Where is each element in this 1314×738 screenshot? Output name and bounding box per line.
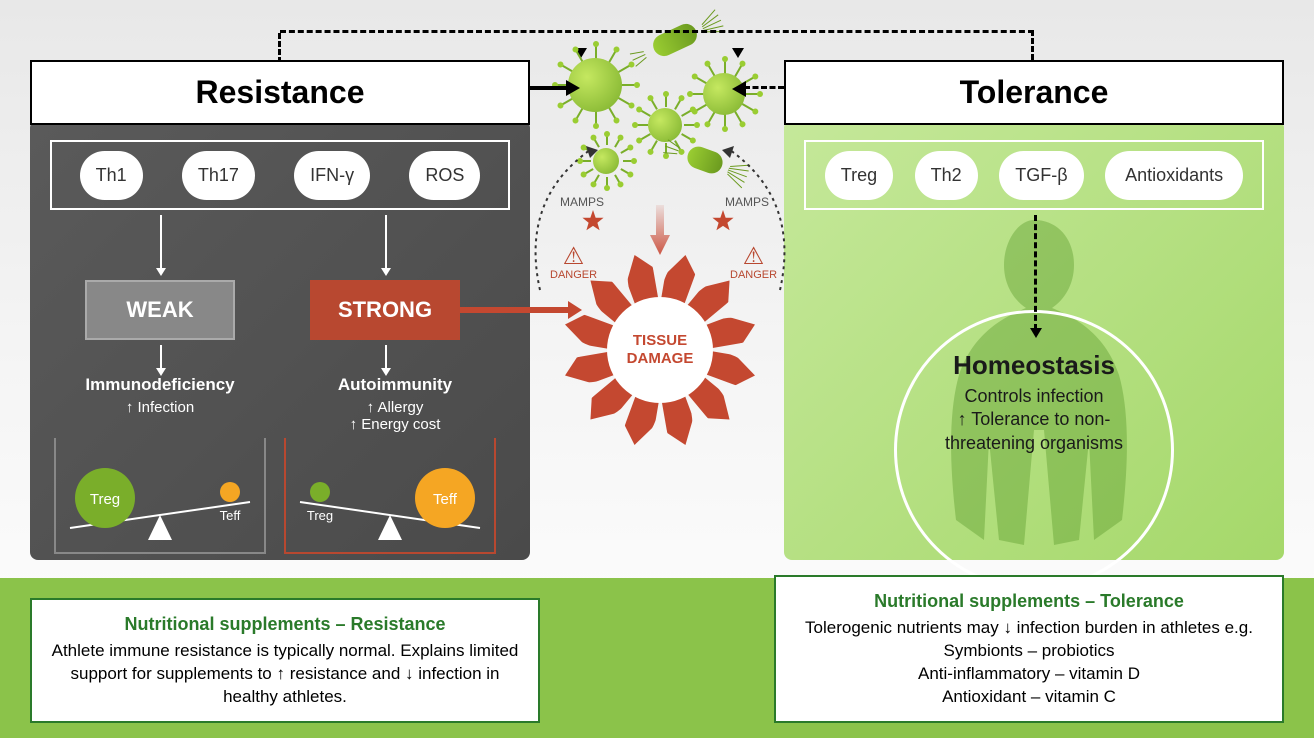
homeostasis-text: Homeostasis Controls infection ↑ Toleran… — [904, 350, 1164, 455]
resistance-header: Resistance — [30, 60, 530, 125]
arrow-down-icon — [160, 215, 162, 270]
dashed-connector-right — [574, 30, 1034, 33]
supplement-title: Nutritional supplements – Resistance — [50, 612, 520, 636]
supplement-tolerance-box: Nutritional supplements – Tolerance Tole… — [774, 575, 1284, 723]
supplement-line: Anti-inflammatory – vitamin D — [794, 663, 1264, 686]
immunodeficiency-box: Immunodeficiency ↑ Infection — [55, 375, 265, 416]
molecule-th1: Th1 — [80, 151, 143, 200]
weak-gauge: WEAK — [85, 280, 235, 340]
outcome-title: Autoimmunity — [290, 375, 500, 395]
resistance-panel: Th1 Th17 IFN-γ ROS WEAK STRONG Immunodef… — [30, 120, 530, 560]
dashed-connector-right-v — [1031, 30, 1034, 60]
weak-seesaw: Treg Teff — [60, 450, 260, 550]
arrow-down-icon — [385, 345, 387, 370]
outcome-line: ↑ Allergy — [290, 399, 500, 416]
autoimmunity-box: Autoimmunity ↑ Allergy ↑ Energy cost — [290, 375, 500, 433]
tolerance-header: Tolerance — [784, 60, 1284, 125]
strong-seesaw: Treg Teff — [290, 450, 490, 550]
supplement-title: Nutritional supplements – Tolerance — [794, 589, 1264, 613]
outcome-title: Immunodeficiency — [55, 375, 265, 395]
tissue-damage-label: TISSUE DAMAGE — [607, 297, 713, 403]
arrow-down-icon — [385, 215, 387, 270]
molecule-tgfb: TGF-β — [999, 151, 1083, 200]
tolerance-to-homeo-arrow — [1034, 215, 1037, 330]
arrow-down-icon — [160, 345, 162, 370]
tolerance-molecules-row: Treg Th2 TGF-β Antioxidants — [804, 140, 1264, 210]
outcome-line: ↑ Infection — [55, 399, 265, 416]
molecule-antioxidants: Antioxidants — [1105, 151, 1243, 200]
bacterium-icon — [637, 12, 713, 69]
treg-label: Treg — [90, 491, 120, 508]
strong-to-tissue-arrow — [460, 307, 570, 313]
molecule-ifng: IFN-γ — [294, 151, 370, 200]
teff-label: Teff — [433, 491, 458, 508]
strong-gauge: STRONG — [310, 280, 460, 340]
outcome-line: ↑ Energy cost — [290, 416, 500, 433]
molecule-th17: Th17 — [182, 151, 255, 200]
tolerance-to-pathogen-arrow — [744, 86, 784, 89]
homeostasis-line: threatening organisms — [904, 432, 1164, 455]
tissue-damage-graphic: TISSUE DAMAGE — [565, 255, 755, 445]
homeostasis-title: Homeostasis — [904, 350, 1164, 381]
supplement-line: Tolerogenic nutrients may ↓ infection bu… — [794, 617, 1264, 640]
supplement-resistance-box: Nutritional supplements – Resistance Ath… — [30, 598, 540, 723]
resistance-molecules-row: Th1 Th17 IFN-γ ROS — [50, 140, 510, 210]
molecule-th2: Th2 — [915, 151, 978, 200]
supplement-line: Antioxidant – vitamin C — [794, 686, 1264, 709]
homeostasis-line: ↑ Tolerance to non- — [904, 408, 1164, 431]
molecule-ros: ROS — [409, 151, 480, 200]
supplement-body: Athlete immune resistance is typically n… — [50, 640, 520, 709]
teff-label: Teff — [220, 508, 241, 523]
molecule-treg: Treg — [825, 151, 893, 200]
homeostasis-line: Controls infection — [904, 385, 1164, 408]
supplement-line: Symbionts – probiotics — [794, 640, 1264, 663]
dashed-connector-left — [280, 30, 580, 33]
tolerance-panel: Treg Th2 TGF-β Antioxidants Homeostasis … — [784, 120, 1284, 560]
treg-label: Treg — [307, 508, 333, 523]
